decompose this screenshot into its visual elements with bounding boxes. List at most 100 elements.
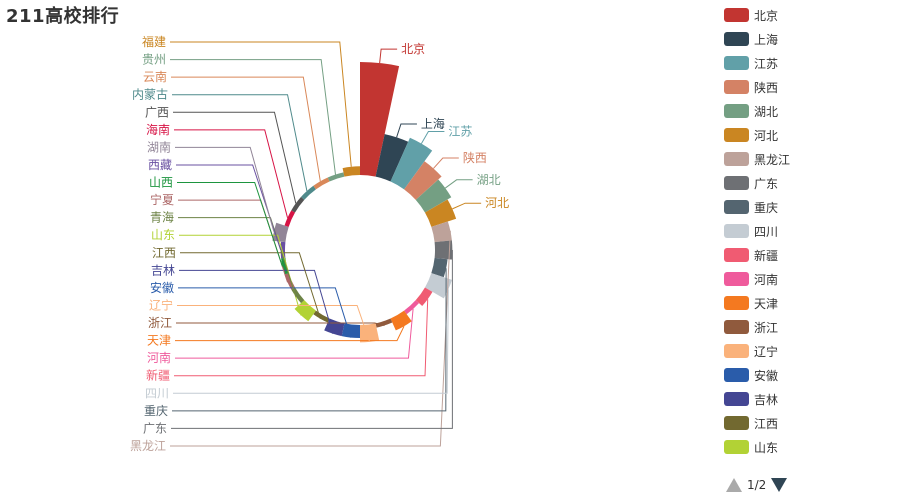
legend-item[interactable]: 山东 — [724, 435, 894, 459]
legend-label: 安徽 — [754, 368, 779, 383]
label-line-重庆 — [172, 268, 447, 412]
sector-上海[interactable] — [375, 134, 409, 182]
slice-label: 陕西 — [463, 150, 487, 165]
sector-云南[interactable] — [313, 177, 330, 190]
legend-swatch — [724, 272, 749, 286]
slice-label: 北京 — [401, 42, 425, 56]
legend-swatch — [724, 104, 749, 118]
legend-label: 陕西 — [754, 80, 779, 95]
legend-label: 河南 — [754, 272, 779, 287]
sector-天津[interactable] — [390, 310, 412, 331]
legend-item[interactable]: 江西 — [724, 411, 894, 435]
sector-湖北[interactable] — [415, 179, 452, 213]
legend-swatch — [724, 416, 749, 430]
legend-item[interactable]: 四川 — [724, 219, 894, 243]
legend-label: 天津 — [754, 296, 779, 311]
slice-label: 新疆 — [146, 368, 170, 383]
label-line-黑龙江 — [170, 230, 451, 447]
legend-swatch — [724, 176, 749, 190]
slice-label: 重庆 — [144, 404, 168, 418]
legend-item[interactable]: 江苏 — [724, 51, 894, 75]
sector-福建[interactable] — [342, 166, 360, 177]
sector-江苏[interactable] — [390, 137, 433, 190]
legend-item[interactable]: 河北 — [724, 123, 894, 147]
legend-item[interactable]: 新疆 — [724, 243, 894, 267]
sector-广东[interactable] — [434, 240, 453, 260]
slice-label: 浙江 — [148, 316, 172, 330]
legend-label: 黑龙江 — [754, 152, 791, 167]
sector-浙江[interactable] — [375, 318, 393, 328]
triangle-up-icon[interactable] — [726, 478, 742, 492]
legend-label: 新疆 — [754, 248, 779, 263]
sector-四川[interactable] — [424, 273, 452, 299]
legend-swatch — [724, 296, 749, 310]
label-line-福建 — [170, 41, 352, 167]
label-line-吉林 — [179, 269, 334, 334]
slice-label: 福建 — [142, 34, 166, 49]
label-line-陕西 — [433, 157, 459, 169]
label-line-广东 — [171, 250, 453, 429]
label-line-辽宁 — [177, 304, 371, 343]
sector-河北[interactable] — [424, 199, 457, 227]
sector-内蒙古[interactable] — [301, 185, 316, 200]
label-line-内蒙古 — [172, 94, 308, 192]
legend: 北京上海江苏陕西湖北河北黑龙江广东重庆四川新疆河南天津浙江 辽宁安徽吉林江西 山东 — [724, 3, 894, 459]
legend-item[interactable]: 陕西 — [724, 75, 894, 99]
slice-label: 云南 — [143, 69, 167, 84]
legend-label: 上海 — [754, 32, 779, 47]
legend-label: 四川 — [754, 224, 779, 239]
label-line-江苏 — [420, 131, 445, 144]
legend-swatch — [724, 248, 749, 262]
legend-item[interactable]: 吉林 — [724, 387, 894, 411]
label-line-新疆 — [174, 299, 429, 377]
legend-item[interactable]: 黑龙江 — [724, 147, 894, 171]
sector-安徽[interactable] — [341, 323, 360, 339]
legend-label: 江苏 — [754, 56, 779, 71]
sector-新疆[interactable] — [415, 287, 433, 307]
legend-label: 重庆 — [754, 200, 779, 215]
legend-label: 北京 — [754, 8, 779, 23]
sector-黑龙江[interactable] — [431, 221, 452, 243]
slice-label: 广东 — [143, 421, 167, 435]
legend-item[interactable]: 天津 — [724, 291, 894, 315]
slice-label: 河南 — [147, 350, 171, 365]
legend-item[interactable]: 上海 — [724, 27, 894, 51]
sector-陕西[interactable] — [404, 161, 442, 200]
legend-item[interactable]: 湖北 — [724, 99, 894, 123]
legend-item[interactable]: 广东 — [724, 171, 894, 195]
legend-swatch — [724, 56, 749, 70]
sector-河南[interactable] — [404, 300, 419, 315]
legend-swatch — [724, 224, 749, 238]
sector-贵州[interactable] — [327, 172, 345, 182]
legend-item[interactable]: 重庆 — [724, 195, 894, 219]
legend-item[interactable]: 河南 — [724, 267, 894, 291]
label-line-海南 — [174, 129, 288, 218]
slice-label: 黑龙江 — [130, 439, 166, 453]
legend-item[interactable]: 辽宁 — [724, 339, 894, 363]
sector-重庆[interactable] — [431, 257, 448, 278]
legend-swatch — [724, 344, 749, 358]
chart-title: 211高校排行 — [6, 6, 120, 27]
slice-label: 吉林 — [151, 263, 175, 277]
slice-label: 青海 — [150, 210, 174, 225]
legend-item[interactable]: 北京 — [724, 3, 894, 27]
legend-label: 湖北 — [754, 104, 779, 119]
legend-item[interactable]: 浙江 — [724, 315, 894, 339]
legend-swatch — [724, 440, 749, 454]
triangle-down-icon[interactable] — [771, 478, 788, 492]
label-line-安徽 — [178, 287, 352, 338]
legend-label: 广东 — [754, 176, 779, 191]
sector-北京[interactable] — [360, 62, 400, 177]
legend-item[interactable]: 安徽 — [724, 363, 894, 387]
sector-广西[interactable] — [291, 196, 305, 213]
sector-江西[interactable] — [313, 310, 330, 323]
label-line-浙江 — [176, 322, 385, 326]
slice-label: 上海 — [421, 116, 445, 131]
legend-label: 吉林 — [754, 392, 779, 407]
legend-pager: 1/2 — [726, 478, 788, 492]
sector-海南[interactable] — [284, 210, 296, 227]
label-line-广西 — [173, 111, 297, 204]
legend-swatch — [724, 368, 749, 382]
slice-label: 海南 — [146, 122, 170, 137]
slice-label: 宁夏 — [150, 192, 174, 207]
